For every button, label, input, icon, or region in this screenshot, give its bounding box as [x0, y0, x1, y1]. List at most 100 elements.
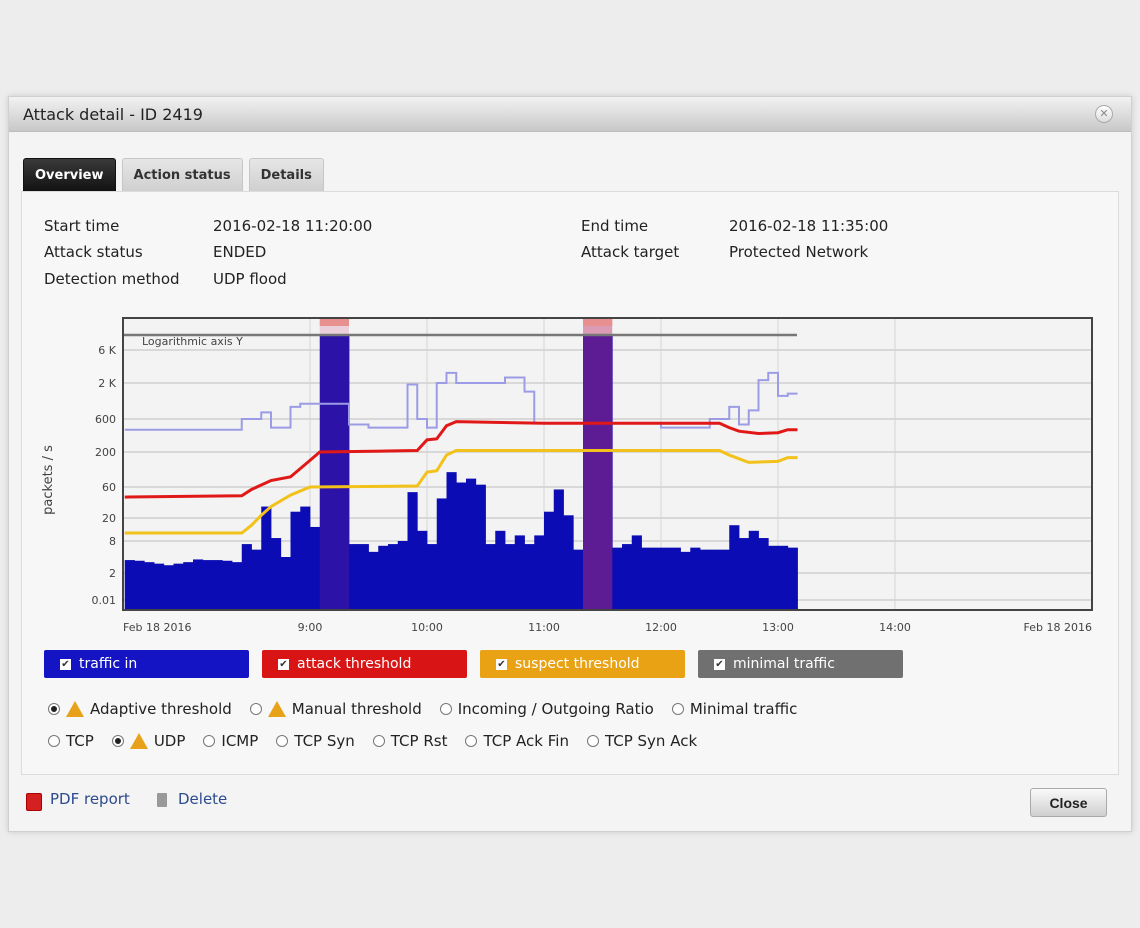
traffic-bar [173, 563, 184, 610]
traffic-bar [202, 560, 213, 610]
legend-attack-threshold[interactable]: ✔ attack threshold [262, 650, 467, 678]
radio-adaptive-threshold[interactable]: Adaptive threshold [48, 700, 232, 718]
traffic-bar [748, 530, 759, 610]
radio-label: Adaptive threshold [90, 700, 232, 718]
traffic-bar [485, 544, 496, 610]
radio-label: Minimal traffic [689, 700, 798, 718]
radio-tcp-ack-fin[interactable]: TCP Ack Fin [465, 732, 569, 750]
pdf-icon[interactable] [26, 793, 42, 811]
x-tick-label: Feb 18 2016 [123, 621, 191, 634]
legend-label: attack threshold [297, 656, 412, 672]
radio-minimal-traffic[interactable]: Minimal traffic [671, 700, 798, 718]
tab-overview[interactable]: Overview [23, 158, 116, 192]
trash-icon[interactable] [157, 793, 167, 807]
warning-icon [66, 701, 84, 717]
radio-tcp-rst[interactable]: TCP Rst [372, 732, 447, 750]
traffic-bar [339, 334, 350, 610]
radio-button[interactable] [48, 703, 60, 715]
close-circle-icon[interactable]: ✕ [1095, 105, 1113, 123]
radio-icmp[interactable]: ICMP [203, 732, 258, 750]
x-tick-label: 9:00 [298, 621, 323, 634]
traffic-bar [524, 544, 535, 610]
attack-status-label: Attack status [44, 243, 143, 261]
radio-button[interactable] [465, 735, 478, 747]
traffic-bar [778, 545, 789, 610]
radio-label: TCP Syn [294, 732, 355, 750]
legend-minimal-traffic[interactable]: ✔ minimal traffic [698, 650, 903, 678]
x-tick-label: 11:00 [528, 621, 560, 634]
attack-target-label: Attack target [581, 243, 680, 261]
y-tick-label: 60 [102, 481, 116, 494]
traffic-bar [456, 482, 467, 610]
attack-target-value: Protected Network [729, 243, 869, 261]
radio-udp[interactable]: UDP [111, 732, 185, 750]
traffic-bar [670, 547, 681, 610]
checkbox-icon[interactable]: ✔ [714, 659, 725, 670]
warning-icon [267, 701, 286, 717]
radio-tcp-syn[interactable]: TCP Syn [276, 732, 355, 750]
traffic-bar [212, 560, 223, 610]
y-tick-label: 200 [95, 446, 116, 459]
y-tick-label: 20 [102, 512, 116, 525]
legend-traffic-in[interactable]: ✔ traffic in [44, 650, 249, 678]
traffic-bar [378, 545, 389, 610]
start-time-value: 2016-02-18 11:20:00 [213, 217, 373, 235]
attack-status-value: ENDED [213, 243, 267, 261]
traffic-bar [553, 489, 564, 610]
radio-button[interactable] [111, 735, 124, 747]
tab-action-status[interactable]: Action status [121, 158, 243, 192]
y-tick-label: 6 K [98, 344, 116, 357]
traffic-bar [641, 547, 652, 610]
traffic-bar [280, 557, 291, 610]
traffic-bar [368, 551, 379, 610]
traffic-bar [563, 515, 574, 610]
attack-period-cap [583, 318, 613, 326]
checkbox-icon[interactable]: ✔ [278, 659, 289, 670]
radio-button[interactable] [671, 703, 684, 715]
traffic-bar [329, 334, 340, 610]
radio-button[interactable] [372, 735, 385, 747]
radio-button[interactable] [276, 735, 289, 747]
radio-button[interactable] [439, 703, 452, 715]
traffic-bar [612, 547, 623, 610]
radio-tcp[interactable]: TCP [48, 732, 94, 750]
traffic-bar [475, 484, 486, 610]
radio-label: TCP Syn Ack [604, 732, 698, 750]
start-time-label: Start time [44, 217, 120, 235]
radio-io-ratio[interactable]: Incoming / Outgoing Ratio [439, 700, 654, 718]
legend-suspect-threshold[interactable]: ✔ suspect threshold [480, 650, 685, 678]
checkbox-icon[interactable]: ✔ [60, 659, 71, 670]
traffic-chart: Logarithmic axis Y packets / s 0.01 2 8 20 6… [41, 317, 1093, 634]
checkbox-icon[interactable]: ✔ [496, 659, 507, 670]
tab-details[interactable]: Details [248, 158, 324, 192]
dialog-titlebar[interactable]: Attack detail - ID 2419 ✕ [9, 97, 1131, 132]
close-button[interactable]: Close [1030, 788, 1107, 817]
traffic-bar [661, 547, 672, 610]
traffic-bar [729, 525, 740, 610]
protocol-radio-group: TCP UDP ICMP TCP Syn TCP Rst TCP Ack Fin… [48, 732, 715, 750]
pdf-report-link[interactable]: PDF report [50, 790, 130, 808]
traffic-bar [134, 560, 145, 610]
legend-label: suspect threshold [515, 656, 640, 672]
radio-tcp-syn-ack[interactable]: TCP Syn Ack [586, 732, 698, 750]
legend-label: traffic in [79, 656, 138, 672]
radio-button[interactable] [249, 703, 262, 715]
dialog-title: Attack detail - ID 2419 [23, 105, 203, 124]
radio-label: TCP [66, 732, 94, 750]
x-tick-label: Feb 18 2016 [1024, 621, 1092, 634]
delete-link[interactable]: Delete [178, 790, 228, 808]
radio-button[interactable] [48, 735, 60, 747]
radio-button[interactable] [586, 735, 599, 747]
traffic-bar [436, 498, 447, 610]
radio-button[interactable] [203, 735, 216, 747]
x-tick-label: 14:00 [879, 621, 911, 634]
attack-period-highlight [319, 318, 349, 610]
traffic-bar [573, 549, 584, 610]
radio-manual-threshold[interactable]: Manual threshold [249, 700, 422, 718]
traffic-bar [407, 492, 418, 610]
traffic-bar [271, 538, 282, 610]
attack-period-cap [319, 318, 349, 326]
warning-icon [129, 733, 148, 749]
end-time-label: End time [581, 217, 649, 235]
traffic-bar [505, 544, 516, 610]
